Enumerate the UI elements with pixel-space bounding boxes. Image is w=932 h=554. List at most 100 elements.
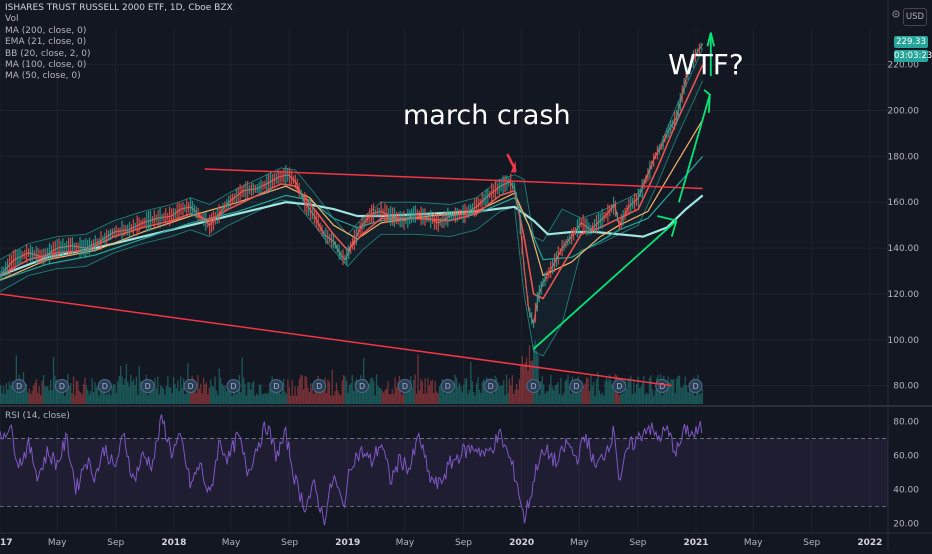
legend-ma50[interactable]: MA (50, close, 0) (5, 71, 81, 82)
volume-bar (117, 381, 119, 404)
symbol-title[interactable]: ISHARES TRUST RUSSELL 2000 ETF, 1D, Cboe… (5, 3, 233, 13)
volume-bar (674, 393, 676, 404)
volume-bar (74, 395, 76, 404)
volume-bar (334, 391, 336, 404)
volume-bar (328, 381, 331, 404)
volume-bar (58, 388, 60, 404)
legend-bb[interactable]: BB (20, close, 2, 0) (5, 48, 91, 59)
volume-bar (171, 393, 173, 404)
legend-ma200[interactable]: MA (200, close, 0) (5, 25, 87, 36)
volume-bar (217, 394, 219, 404)
volume-bar (431, 379, 433, 404)
last-price-tag: 229.33 (894, 36, 928, 48)
volume-bar (307, 387, 309, 404)
volume-bar (634, 392, 636, 404)
crash-annotation: march crash (403, 100, 571, 131)
volume-bar (528, 345, 531, 404)
volume-bar (291, 380, 293, 404)
volume-bar (574, 385, 576, 404)
volume-bar (661, 395, 664, 404)
volume-bar (92, 392, 95, 404)
volume-bar (170, 387, 172, 404)
volume-bar (407, 388, 409, 404)
volume-bar (521, 356, 523, 404)
volume-bar (690, 383, 692, 404)
volume-bar (683, 384, 685, 404)
volume-bar (573, 387, 575, 404)
rsi-tick-label: 80.00 (893, 418, 919, 428)
x-tick-label: Sep (107, 538, 124, 548)
gear-icon[interactable] (891, 9, 901, 19)
y-tick-label: 80.00 (893, 382, 919, 392)
volume-bar (168, 387, 170, 404)
dividend-marker (312, 379, 327, 393)
volume-bar (585, 377, 588, 404)
volume-bar (164, 394, 166, 404)
volume-bar (320, 390, 322, 404)
volume-bar (142, 391, 145, 404)
volume-bar (8, 381, 10, 404)
volume-bar (537, 355, 539, 404)
up-arrow-head (703, 89, 711, 113)
volume-bar (594, 395, 596, 404)
volume-bar (483, 379, 485, 404)
volume-bar (394, 377, 396, 404)
currency-badge[interactable]: USD (903, 8, 927, 26)
wtf-annotation: WTF? (668, 48, 744, 81)
volume-bar (673, 378, 675, 404)
volume-bar (493, 393, 495, 404)
volume-bar (463, 384, 465, 404)
volume-bar (77, 381, 79, 404)
volume-bar (202, 377, 205, 404)
volume-bar (234, 382, 236, 404)
countdown-tag: 03:03:23 (894, 50, 932, 62)
volume-bar (611, 384, 613, 404)
volume-bar (643, 376, 645, 404)
volume-bar (91, 378, 93, 404)
rsi-legend[interactable]: RSI (14, close) (5, 411, 70, 421)
volume-bar (331, 369, 333, 404)
volume-bar (318, 382, 321, 404)
volume-bar (47, 386, 49, 404)
volume-bar (623, 392, 625, 404)
volume-bar (440, 383, 442, 404)
volume-bar (80, 392, 82, 404)
legend-ema21[interactable]: EMA (21, close, 0) (5, 37, 87, 48)
volume-bar (410, 376, 412, 404)
volume-bar (578, 392, 581, 404)
volume-bar (190, 388, 192, 404)
volume-bar (244, 383, 246, 404)
volume-bar (180, 376, 182, 404)
volume-bar (640, 386, 642, 404)
volume-bar (670, 378, 672, 404)
volume-bar (254, 395, 256, 404)
volume-bar (181, 387, 183, 404)
rsi-tick-label: 60.00 (893, 452, 919, 462)
volume-bar (278, 385, 280, 404)
volume-bar (310, 383, 312, 404)
volume-bar (2, 386, 5, 404)
volume-bar (45, 386, 48, 404)
legend-vol[interactable]: Vol (5, 14, 19, 25)
volume-bar (447, 382, 449, 404)
volume-bar (648, 377, 651, 404)
volume-bar (255, 393, 258, 404)
dividend-marker (54, 379, 69, 393)
up-arrow-line (677, 94, 711, 203)
volume-bar (295, 395, 298, 404)
volume-bar (653, 395, 655, 404)
volume-bar (385, 388, 388, 404)
dividend-marker (183, 379, 198, 393)
dividend-glyph: D (530, 382, 536, 391)
volume-bar (391, 388, 393, 404)
legend-ma100[interactable]: MA (100, close, 0) (5, 60, 87, 71)
volume-bar (287, 379, 289, 404)
volume-bar (302, 389, 305, 404)
volume-bar (25, 383, 28, 404)
volume-bar (32, 385, 35, 404)
dividend-glyph: D (445, 382, 451, 391)
volume-bar (384, 389, 386, 404)
bb-fill (0, 48, 703, 356)
